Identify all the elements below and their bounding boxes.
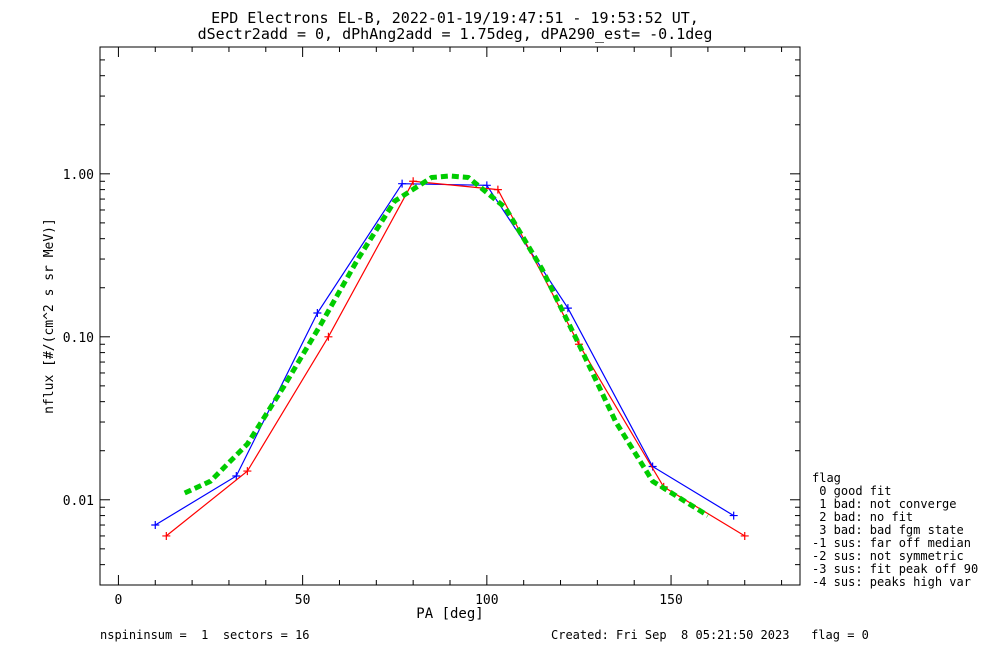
legend-entry: -2 sus: not symmetric xyxy=(812,549,964,563)
legend-entry: -4 sus: peaks high var xyxy=(812,575,971,589)
data-point xyxy=(740,531,749,540)
data-point xyxy=(398,179,407,188)
data-point xyxy=(324,332,333,341)
y-tick-label: 1.00 xyxy=(63,168,94,183)
data-point xyxy=(313,308,322,317)
axes-layer: 0 50 100 150 0.01 0.10 1.00 xyxy=(63,47,800,608)
footer-right: Created: Fri Sep 8 05:21:50 2023 flag = … xyxy=(551,628,869,642)
data-layer xyxy=(151,173,749,540)
series-line-2 xyxy=(183,173,710,518)
y-tick-label: 0.10 xyxy=(63,331,94,346)
y-tick-label: 0.01 xyxy=(63,494,94,509)
x-tick-label: 100 xyxy=(475,593,498,608)
legend-entry: 0 good fit xyxy=(812,484,891,498)
legend: flag 0 good fit 1 bad: not converge 2 ba… xyxy=(812,471,978,589)
legend-entry: 2 bad: no fit xyxy=(812,510,913,524)
legend-title: flag xyxy=(812,471,841,485)
footer-left: nspininsum = 1 sectors = 16 xyxy=(100,628,310,642)
x-tick-label: 150 xyxy=(659,593,682,608)
chart-subtitle: dSectr2add = 0, dPhAng2add = 1.75deg, dP… xyxy=(198,25,713,43)
x-axis-label: PA [deg] xyxy=(416,606,483,622)
x-tick-label: 0 xyxy=(115,593,123,608)
data-point xyxy=(162,531,171,540)
data-point xyxy=(151,521,160,530)
data-point xyxy=(243,467,252,476)
chart-title: EPD Electrons EL-B, 2022-01-19/19:47:51 … xyxy=(211,9,699,27)
data-point xyxy=(409,177,418,186)
data-point xyxy=(563,304,572,313)
legend-entry: 1 bad: not converge xyxy=(812,497,957,511)
legend-entry: -3 sus: fit peak off 90 xyxy=(812,562,978,576)
y-axis-label: nflux [#/(cm^2 s sr MeV)] xyxy=(42,218,57,414)
legend-entry: 3 bad: bad fgm state xyxy=(812,523,964,537)
data-point xyxy=(493,185,502,194)
series-line-1 xyxy=(165,180,746,537)
legend-entry: -1 sus: far off median xyxy=(812,536,971,550)
data-point xyxy=(729,511,738,520)
x-tick-label: 50 xyxy=(295,593,311,608)
data-point xyxy=(232,471,241,480)
